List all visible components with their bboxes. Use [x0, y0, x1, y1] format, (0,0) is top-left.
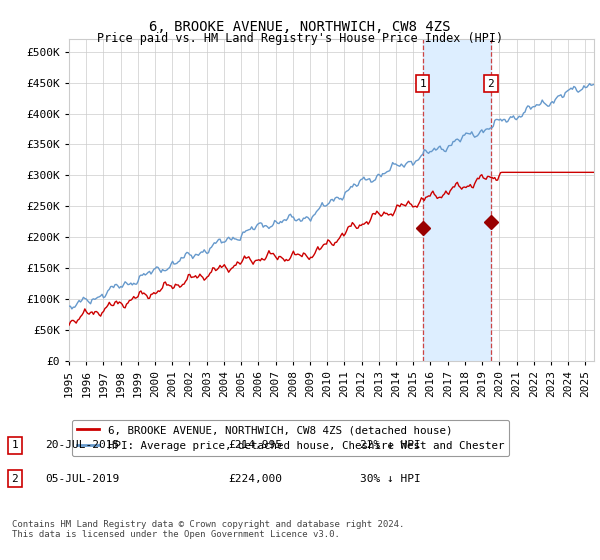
Bar: [423, 39, 491, 361]
Text: 2: 2: [488, 79, 494, 89]
Text: 2: 2: [11, 474, 19, 484]
Text: 20-JUL-2015: 20-JUL-2015: [45, 440, 119, 450]
Text: 22% ↓ HPI: 22% ↓ HPI: [360, 440, 421, 450]
Text: 1: 1: [419, 79, 426, 89]
Text: Contains HM Land Registry data © Crown copyright and database right 2024.
This d: Contains HM Land Registry data © Crown c…: [12, 520, 404, 539]
Legend: 6, BROOKE AVENUE, NORTHWICH, CW8 4ZS (detached house), HPI: Average price, detac: 6, BROOKE AVENUE, NORTHWICH, CW8 4ZS (de…: [72, 420, 509, 456]
Text: £214,995: £214,995: [228, 440, 282, 450]
Text: 6, BROOKE AVENUE, NORTHWICH, CW8 4ZS: 6, BROOKE AVENUE, NORTHWICH, CW8 4ZS: [149, 20, 451, 34]
Text: 05-JUL-2019: 05-JUL-2019: [45, 474, 119, 484]
Text: £224,000: £224,000: [228, 474, 282, 484]
Text: 1: 1: [11, 440, 19, 450]
Text: Price paid vs. HM Land Registry's House Price Index (HPI): Price paid vs. HM Land Registry's House …: [97, 32, 503, 45]
Text: 30% ↓ HPI: 30% ↓ HPI: [360, 474, 421, 484]
